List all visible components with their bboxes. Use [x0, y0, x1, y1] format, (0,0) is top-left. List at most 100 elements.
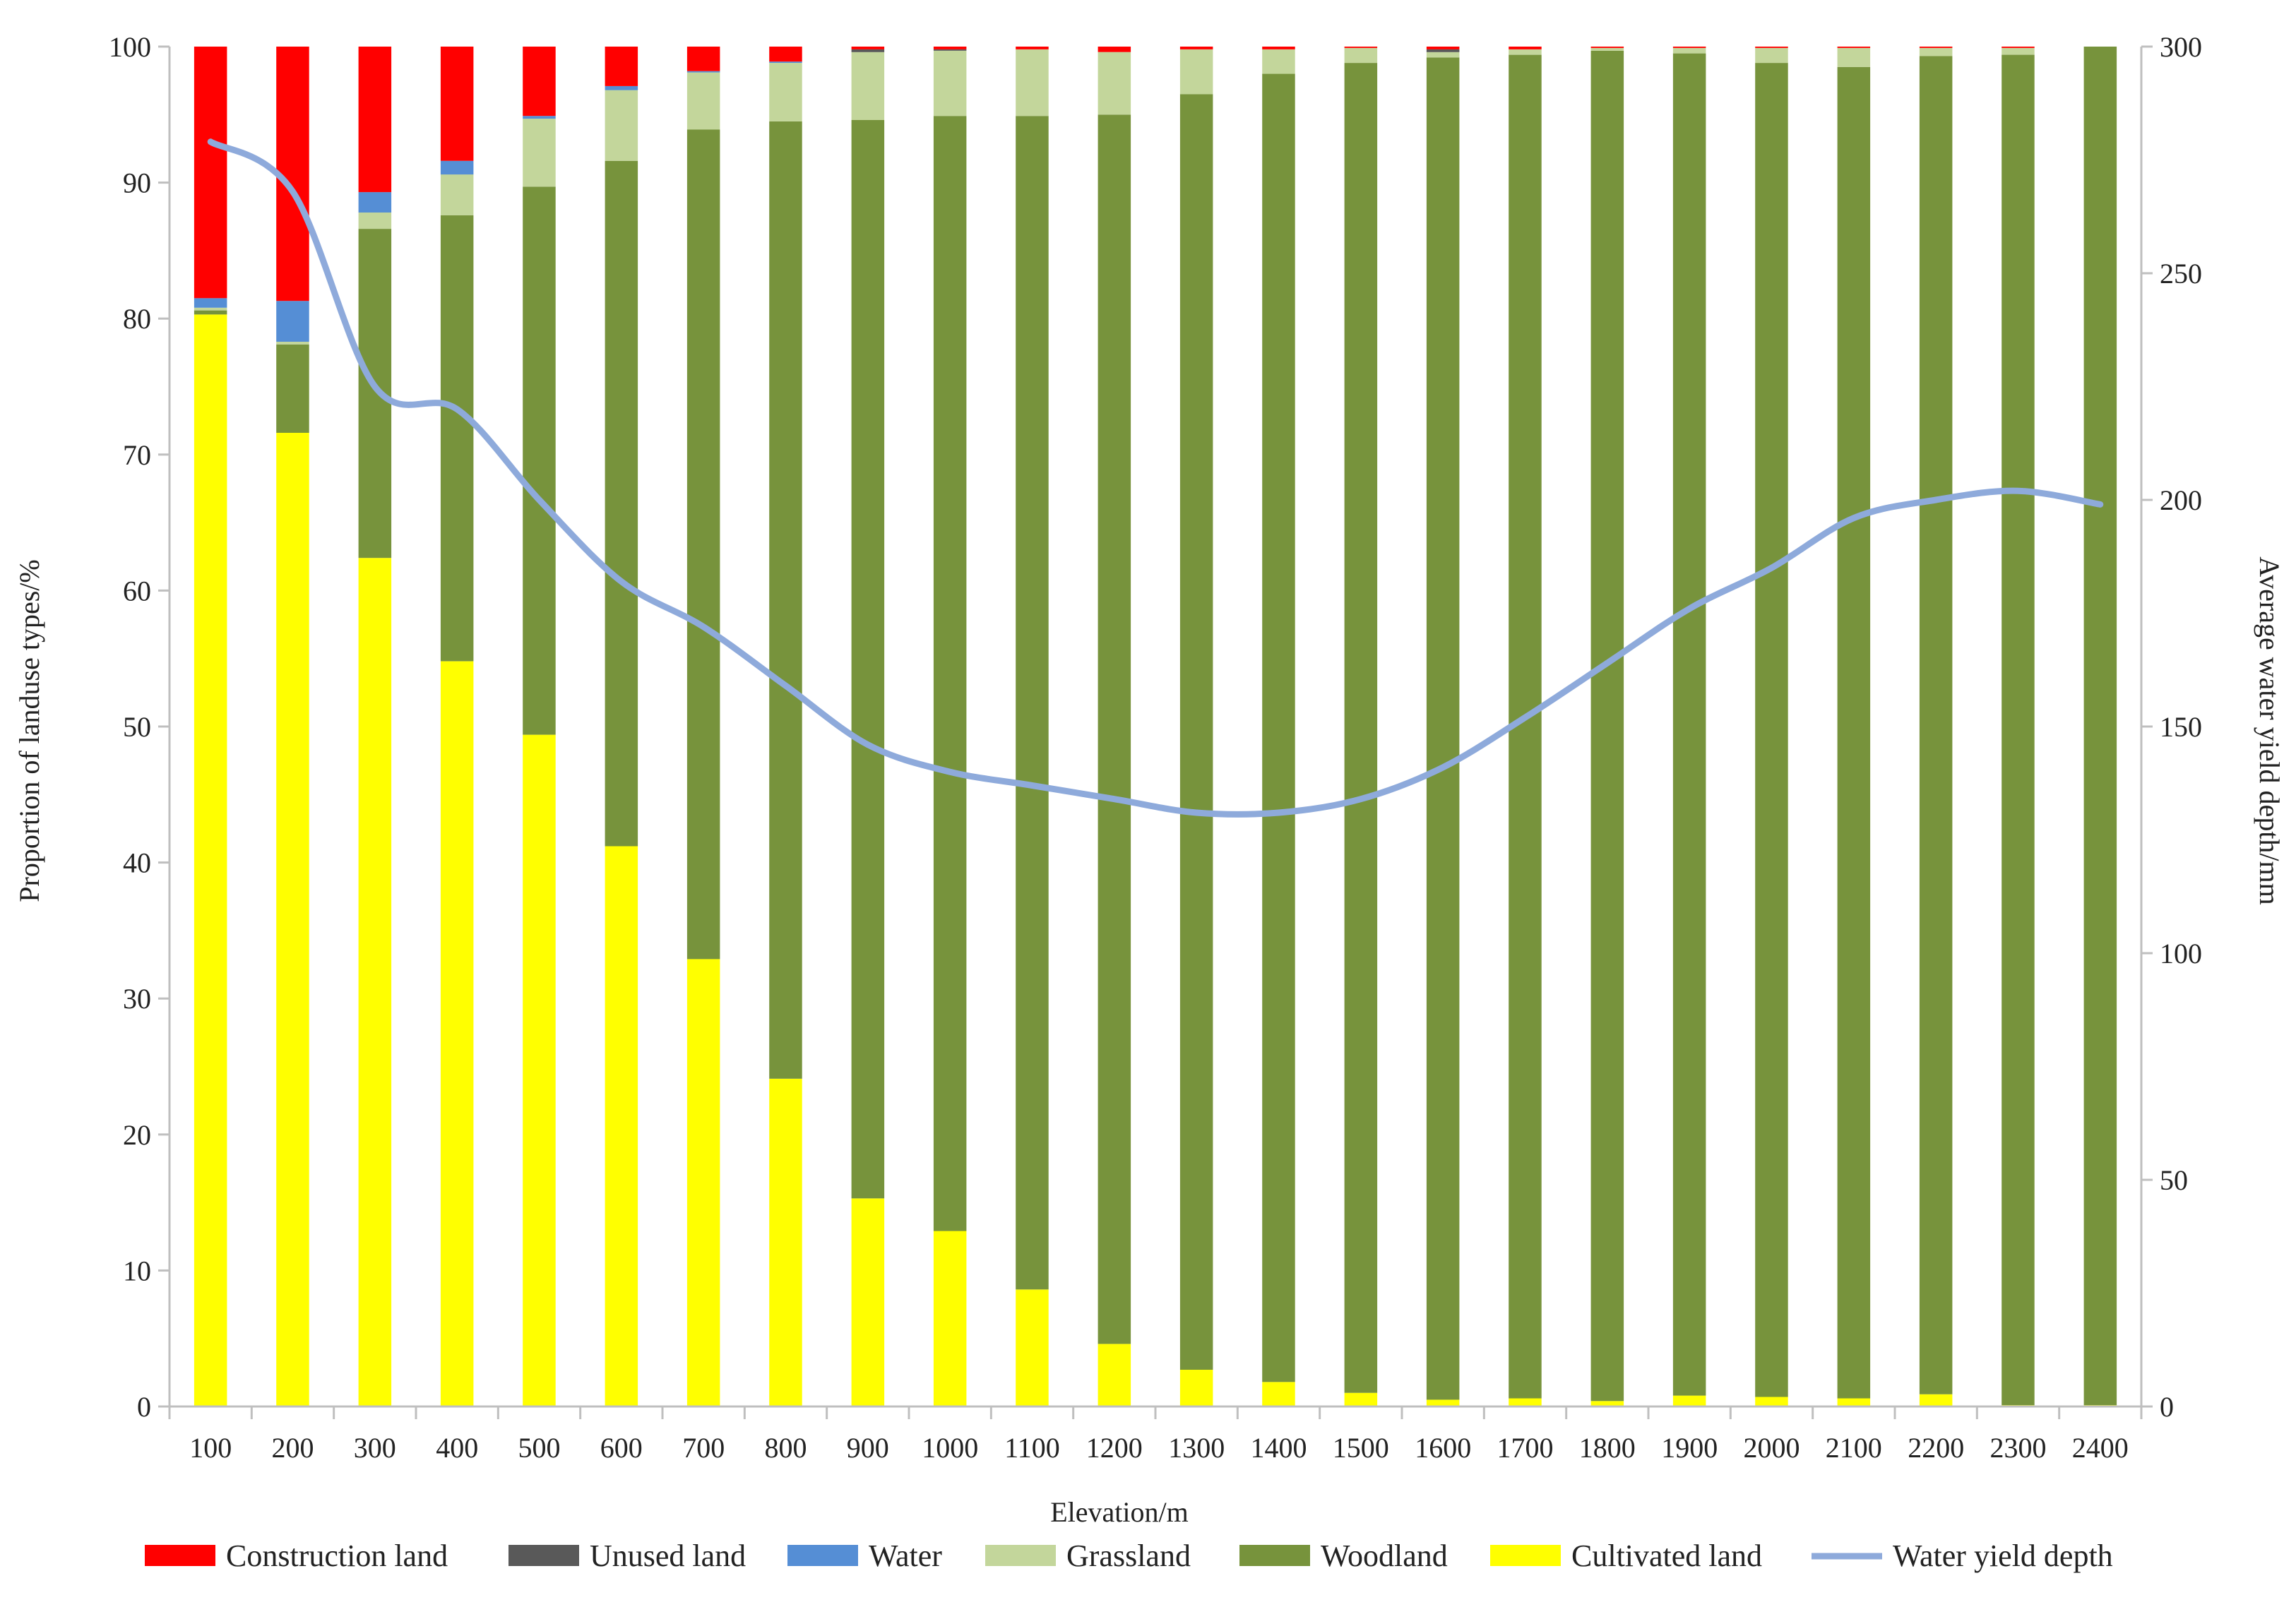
- bar-segment-woodland-800: [769, 121, 802, 1079]
- bar-segment-unused-land-1000: [933, 49, 967, 51]
- bar-segment-cultivated-land-1800: [1590, 1401, 1624, 1406]
- bar-segment-cultivated-land-2100: [1837, 1398, 1871, 1406]
- x-tick-label-2400: 2400: [2072, 1432, 2129, 1464]
- legend-swatch-cultivated-land: [1490, 1545, 1561, 1566]
- bar-segment-woodland-1500: [1344, 63, 1378, 1393]
- bar-segment-grassland-2100: [1837, 47, 1871, 67]
- bar-segment-unused-land-900: [851, 49, 885, 52]
- bar-segment-grassland-1900: [1672, 47, 1706, 54]
- water-yield-point-900: [867, 743, 869, 746]
- bar-segment-cultivated-land-800: [769, 1078, 802, 1406]
- bar-segment-construction-land-1100: [1016, 47, 1049, 49]
- y-left-tick-label-70: 70: [123, 439, 151, 471]
- water-yield-point-1300: [1196, 812, 1198, 813]
- x-tick-label-2100: 2100: [1826, 1432, 1882, 1464]
- bar-segment-cultivated-land-300: [358, 558, 392, 1407]
- legend-label-water: Water: [869, 1539, 942, 1573]
- legend-label-water-yield-depth: Water yield depth: [1893, 1539, 2113, 1573]
- water-yield-point-1100: [1031, 784, 1033, 787]
- bar-segment-woodland-1400: [1262, 73, 1295, 1382]
- water-yield-point-1400: [1278, 812, 1280, 813]
- bar-segment-cultivated-land-1400: [1262, 1382, 1295, 1406]
- legend-label-construction-land: Construction land: [226, 1539, 448, 1573]
- bar-segment-cultivated-land-1100: [1016, 1289, 1049, 1406]
- x-tick-label-400: 400: [436, 1432, 478, 1464]
- water-yield-point-1800: [1606, 662, 1608, 664]
- water-yield-point-2400: [2099, 503, 2101, 506]
- y-right-tick-label-50: 50: [2160, 1164, 2188, 1196]
- bar-segment-woodland-1900: [1672, 53, 1706, 1396]
- legend-label-woodland: Woodland: [1321, 1539, 1448, 1573]
- water-yield-point-1500: [1360, 798, 1362, 800]
- bar-segment-water-300: [358, 192, 392, 213]
- bar-segment-construction-land-1800: [1590, 47, 1624, 48]
- bar-segment-cultivated-land-500: [523, 734, 556, 1406]
- bar-segment-grassland-1100: [1016, 49, 1049, 117]
- bar-segment-woodland-500: [523, 186, 556, 735]
- x-tick-label-200: 200: [272, 1432, 314, 1464]
- bar-segment-construction-land-1500: [1344, 47, 1378, 48]
- y-left-tick-label-80: 80: [123, 303, 151, 335]
- bar-segment-construction-land-300: [358, 47, 392, 193]
- x-tick-label-1800: 1800: [1579, 1432, 1636, 1464]
- water-yield-point-2200: [1935, 499, 1937, 501]
- bar-segment-woodland-300: [358, 229, 392, 558]
- bar-segment-cultivated-land-1900: [1672, 1395, 1706, 1406]
- x-tick-label-300: 300: [354, 1432, 396, 1464]
- bar-segment-grassland-500: [523, 119, 556, 187]
- bar-segment-woodland-1600: [1426, 57, 1460, 1400]
- x-tick-label-2000: 2000: [1744, 1432, 1800, 1464]
- bar-segment-woodland-100: [194, 310, 227, 315]
- legend-swatch-water: [787, 1545, 858, 1566]
- bar-segment-woodland-2300: [2001, 54, 2035, 1406]
- bar-segment-grassland-2000: [1755, 47, 1788, 64]
- bar-segment-construction-land-2100: [1837, 47, 1871, 48]
- bar-segment-water-400: [440, 160, 474, 175]
- bar-segment-grassland-1700: [1509, 49, 1542, 55]
- bar-segment-cultivated-land-600: [605, 846, 638, 1406]
- bar-segment-grassland-600: [605, 90, 638, 161]
- water-yield-point-300: [374, 386, 376, 388]
- bar-segment-woodland-2200: [1919, 56, 1953, 1394]
- bar-segment-construction-land-500: [523, 47, 556, 117]
- bar-segment-woodland-700: [686, 129, 720, 960]
- bar-segment-cultivated-land-900: [851, 1198, 885, 1406]
- x-tick-label-1900: 1900: [1661, 1432, 1718, 1464]
- bar-segment-grassland-1400: [1262, 49, 1295, 74]
- bar-segment-construction-land-1400: [1262, 47, 1295, 49]
- bar-segment-construction-land-800: [769, 47, 802, 62]
- bar-segment-water-800: [769, 61, 802, 64]
- x-tick-label-1600: 1600: [1415, 1432, 1471, 1464]
- bar-segment-grassland-1300: [1179, 49, 1213, 95]
- y-left-tick-label-0: 0: [137, 1391, 151, 1423]
- bar-segment-construction-land-1300: [1179, 47, 1213, 49]
- bar-segment-woodland-200: [276, 344, 309, 433]
- bar-segment-construction-land-2200: [1919, 47, 1953, 48]
- bar-segment-water-100: [194, 298, 227, 308]
- legend-label-unused-land: Unused land: [590, 1539, 746, 1573]
- y-left-tick-label-10: 10: [123, 1255, 151, 1286]
- bar-segment-cultivated-land-1000: [933, 1231, 967, 1406]
- water-yield-point-1600: [1442, 766, 1444, 768]
- bar-segment-cultivated-land-1500: [1344, 1392, 1378, 1406]
- bar-segment-woodland-1800: [1590, 50, 1624, 1402]
- water-yield-point-2100: [1852, 517, 1855, 519]
- bar-segment-water-200: [276, 301, 309, 342]
- bar-segment-grassland-1600: [1426, 52, 1460, 58]
- y-right-tick-label-300: 300: [2160, 31, 2202, 63]
- water-yield-depth-line: [207, 138, 2104, 818]
- water-yield-point-400: [456, 408, 458, 410]
- x-tick-label-1100: 1100: [1004, 1432, 1060, 1464]
- x-tick-label-1000: 1000: [922, 1432, 978, 1464]
- bar-segment-grassland-100: [194, 307, 227, 311]
- bar-segment-unused-land-1600: [1426, 49, 1460, 52]
- bar-segment-construction-land-1200: [1098, 47, 1131, 52]
- bar-segment-grassland-1200: [1098, 52, 1131, 115]
- y-left-tick-label-90: 90: [123, 167, 151, 199]
- legend: Construction land Unused land Water Grassla…: [145, 1539, 2113, 1573]
- water-yield-point-1200: [1113, 798, 1115, 800]
- x-tick-label-600: 600: [600, 1432, 643, 1464]
- bar-segment-water-600: [605, 85, 638, 90]
- water-yield-point-2000: [1771, 567, 1773, 569]
